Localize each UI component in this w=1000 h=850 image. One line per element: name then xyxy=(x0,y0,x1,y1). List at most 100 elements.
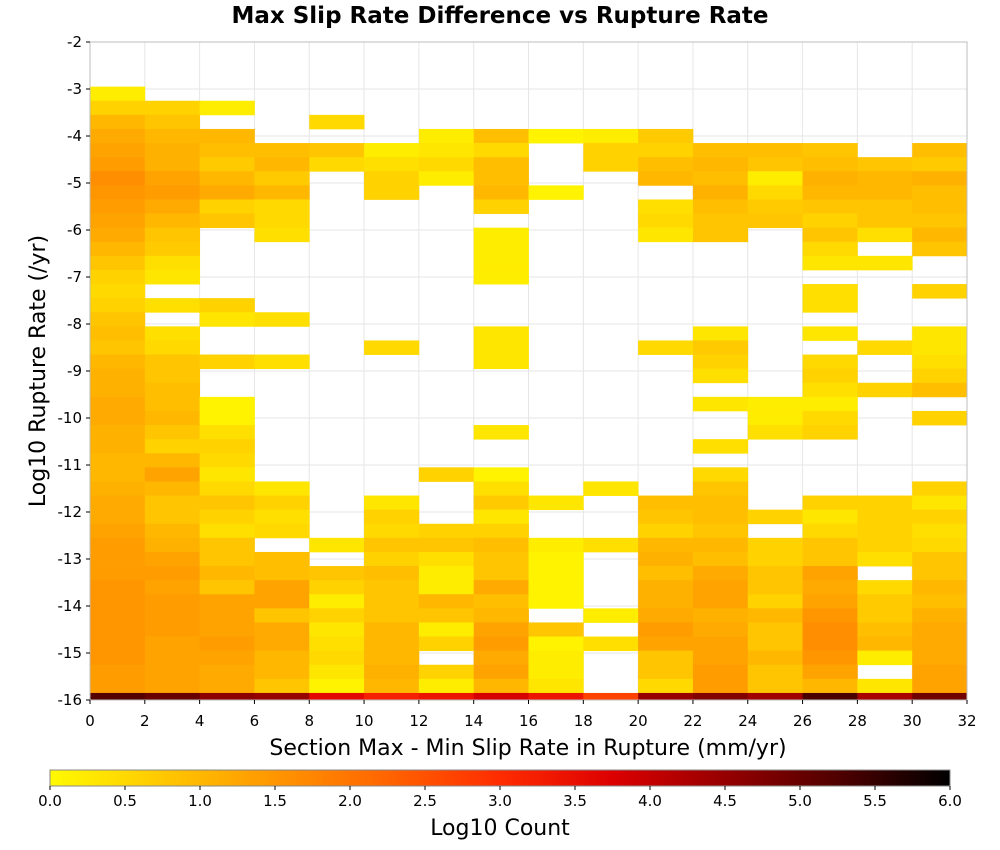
heatmap-cell xyxy=(144,128,201,144)
heatmap-cell xyxy=(747,425,803,440)
heatmap-cell xyxy=(583,128,639,144)
heatmap-cell xyxy=(802,284,858,299)
heatmap-cell xyxy=(90,636,146,652)
heatmap-cell xyxy=(90,453,146,468)
heatmap-cell xyxy=(309,537,365,553)
heatmap-cell xyxy=(309,157,365,172)
heatmap-cell xyxy=(528,185,584,200)
heatmap-cell xyxy=(364,636,420,652)
heatmap-cell xyxy=(747,143,803,158)
heatmap-cell xyxy=(90,481,146,496)
heatmap-cell xyxy=(638,594,694,609)
heatmap-cell xyxy=(473,128,529,144)
heatmap-cell xyxy=(199,354,255,370)
colorbar-tick-label: 5.5 xyxy=(863,792,887,810)
y-tick-label: -13 xyxy=(58,550,83,568)
heatmap-cell xyxy=(418,692,475,701)
heatmap-cell xyxy=(528,537,584,553)
heatmap-cell xyxy=(364,495,420,511)
heatmap-cell xyxy=(90,692,146,701)
heatmap-cell xyxy=(857,580,913,595)
heatmap-cell xyxy=(857,537,913,553)
y-tick-label: -8 xyxy=(67,315,82,333)
heatmap-cell xyxy=(473,467,529,482)
heatmap-cell xyxy=(418,678,475,694)
heatmap-cell xyxy=(857,185,913,200)
heatmap-cell xyxy=(90,255,146,271)
heatmap-cell xyxy=(144,664,201,680)
heatmap-cell xyxy=(199,495,255,511)
heatmap-cell xyxy=(912,185,968,200)
colorbar-tick-label: 1.0 xyxy=(188,792,212,810)
heatmap-cell xyxy=(309,664,365,680)
heatmap-cell xyxy=(857,608,913,623)
heatmap-cell xyxy=(90,664,146,680)
heatmap-cell xyxy=(857,340,913,355)
heatmap-cell xyxy=(90,100,146,116)
heatmap-cell xyxy=(254,650,310,666)
heatmap-cell xyxy=(802,537,858,553)
heatmap-cell xyxy=(199,128,255,144)
heatmap-cell xyxy=(528,551,584,567)
heatmap-cell xyxy=(254,199,310,214)
heatmap-cell xyxy=(199,580,255,595)
heatmap-cell xyxy=(692,566,749,581)
heatmap-cell xyxy=(418,622,475,637)
heatmap-cell xyxy=(802,523,858,539)
colorbar-tick-label: 2.5 xyxy=(413,792,437,810)
heatmap-cell xyxy=(692,340,749,355)
heatmap-cell xyxy=(473,241,529,257)
heatmap-cell xyxy=(583,636,639,652)
heatmap-cell xyxy=(912,495,968,511)
heatmap-cell xyxy=(912,678,968,694)
heatmap-cell xyxy=(90,312,146,327)
heatmap-cell xyxy=(692,467,749,482)
heatmap-cell xyxy=(309,650,365,666)
heatmap-cell xyxy=(90,495,146,511)
heatmap-cell xyxy=(912,692,968,701)
heatmap-cell xyxy=(638,636,694,652)
heatmap-cell xyxy=(364,143,420,158)
heatmap-cell xyxy=(692,481,749,496)
heatmap-cell xyxy=(90,86,146,102)
heatmap-cell xyxy=(638,128,694,144)
heatmap-cell xyxy=(583,143,639,158)
heatmap-cell xyxy=(199,551,255,567)
heatmap-cell xyxy=(857,171,913,186)
heatmap-cell xyxy=(692,523,749,539)
heatmap-cell xyxy=(144,636,201,652)
heatmap-cell xyxy=(254,622,310,637)
y-tick-label: -16 xyxy=(58,691,83,709)
heatmap-cell xyxy=(254,664,310,680)
y-tick-label: -7 xyxy=(67,268,82,286)
heatmap-cell xyxy=(747,566,803,581)
heatmap-cell xyxy=(857,678,913,694)
heatmap-cell xyxy=(638,213,694,229)
heatmap-cell xyxy=(199,157,255,172)
heatmap-cell xyxy=(473,523,529,539)
heatmap-cell xyxy=(802,157,858,172)
heatmap-cell xyxy=(90,227,146,243)
heatmap-cell xyxy=(638,650,694,666)
colorbar-tick-label: 4.5 xyxy=(713,792,737,810)
heatmap-cell xyxy=(144,368,201,384)
heatmap-cell xyxy=(802,692,858,701)
heatmap-cell xyxy=(528,580,584,595)
heatmap-cell xyxy=(309,580,365,595)
heatmap-cell xyxy=(144,495,201,511)
heatmap-cell xyxy=(364,692,420,701)
heatmap-cell xyxy=(364,537,420,553)
heatmap-cell xyxy=(912,537,968,553)
heatmap-cell xyxy=(857,382,913,398)
y-tick-label: -14 xyxy=(58,597,83,615)
heatmap-cell xyxy=(144,523,201,539)
heatmap-cell xyxy=(638,664,694,680)
heatmap-cell xyxy=(254,157,310,172)
chart-title: Max Slip Rate Difference vs Rupture Rate xyxy=(231,3,768,29)
heatmap-cell xyxy=(418,467,475,482)
heatmap-cell xyxy=(473,608,529,623)
colorbar-tick-label: 3.0 xyxy=(488,792,512,810)
heatmap-cell xyxy=(528,664,584,680)
heatmap-cell xyxy=(144,340,201,355)
heatmap-cell xyxy=(857,523,913,539)
